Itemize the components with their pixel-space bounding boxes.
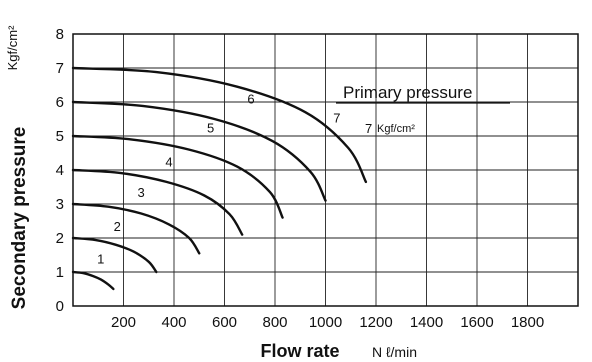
series-curve-6 — [71, 100, 327, 202]
y-tick-label: 3 — [56, 196, 64, 213]
series-curve-7 — [71, 66, 368, 184]
series-label-4: 4 — [165, 155, 172, 170]
y-tick-label: 0 — [56, 298, 64, 315]
x-tick-label: 800 — [262, 314, 287, 331]
y-tick-label: 4 — [56, 162, 64, 179]
x-tick-labels: 200 400 600 800 1000 1200 1400 1600 1800 — [111, 314, 544, 331]
primary-pressure-value: 7 — [365, 121, 372, 136]
y-axis-unit: Kgf/cm² — [5, 25, 20, 70]
y-axis-title: Secondary pressure — [9, 127, 30, 310]
x-tick-label: 1000 — [309, 314, 342, 331]
primary-pressure-unit: Kgf/cm² — [377, 123, 415, 135]
series-label-6: 6 — [247, 92, 254, 107]
x-tick-label: 1400 — [410, 314, 443, 331]
y-tick-label: 7 — [56, 60, 64, 77]
y-tick-label: 8 — [56, 26, 64, 43]
y-tick-label: 2 — [56, 230, 64, 247]
x-tick-label: 200 — [111, 314, 136, 331]
series-curve-1 — [71, 270, 115, 291]
series-curve-2 — [71, 236, 158, 274]
series-label-2: 2 — [114, 219, 121, 234]
y-tick-label: 6 — [56, 94, 64, 111]
x-axis-unit: N ℓ/min — [372, 344, 417, 360]
series-label-7: 7 — [333, 110, 340, 125]
x-tick-label: 600 — [212, 314, 237, 331]
y-tick-label: 5 — [56, 128, 64, 145]
grid-lines — [73, 34, 578, 306]
x-tick-label: 400 — [161, 314, 186, 331]
primary-pressure-annotation: Primary pressure — [343, 83, 472, 102]
x-axis-title: Flow rate — [260, 341, 339, 361]
series-curve-3 — [71, 202, 201, 255]
series-label-3: 3 — [138, 185, 145, 200]
series-curves — [71, 66, 368, 291]
x-tick-label: 1200 — [359, 314, 392, 331]
x-tick-label: 1600 — [460, 314, 493, 331]
series-curve-4 — [71, 168, 244, 236]
x-tick-label: 1800 — [511, 314, 544, 331]
series-curve-5 — [71, 134, 284, 219]
series-label-5: 5 — [207, 121, 214, 136]
y-tick-label: 1 — [56, 264, 64, 281]
y-tick-labels: 0 1 2 3 4 5 6 7 8 — [56, 26, 64, 315]
series-label-1: 1 — [97, 252, 104, 267]
series-labels: 1 2 3 4 5 6 7 — [97, 92, 340, 267]
